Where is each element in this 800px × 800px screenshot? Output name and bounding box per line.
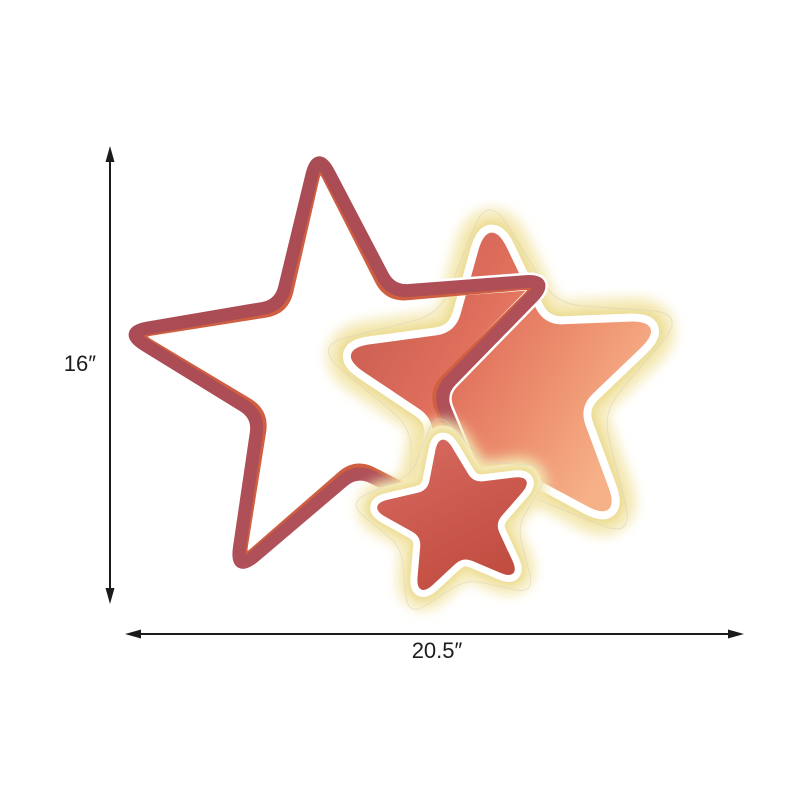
- small-star-acrylic-edge: [355, 418, 547, 610]
- outline-star-band: [128, 156, 546, 569]
- small-filled-star: [355, 418, 547, 610]
- small-star-panel: [377, 439, 527, 590]
- arrow-right-icon: [728, 629, 744, 639]
- width-dimension-label: 20.5″: [411, 638, 463, 663]
- width-dimension: [125, 629, 744, 639]
- arrow-down-icon: [105, 588, 115, 604]
- height-dimension-label: 16″: [63, 351, 96, 376]
- height-dimension: [105, 146, 115, 604]
- arrow-up-icon: [105, 146, 115, 162]
- arrow-left-icon: [125, 629, 141, 639]
